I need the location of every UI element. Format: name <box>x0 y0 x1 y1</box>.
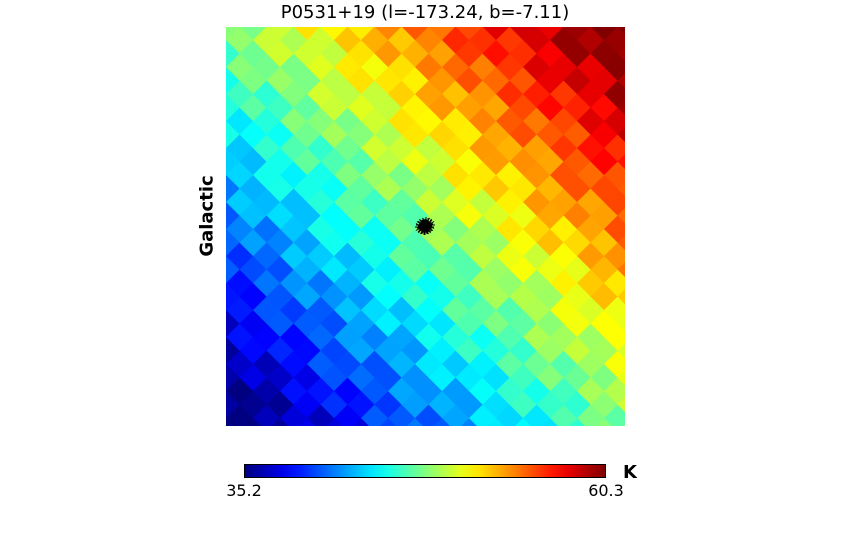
heatmap-pixel <box>434 418 450 426</box>
heatmap-pixel <box>226 418 234 426</box>
heatmap-pixel <box>569 418 585 426</box>
colorbar-min-label: 35.2 <box>226 481 262 500</box>
heatmap-pixel <box>617 208 625 224</box>
heatmap-pixel <box>407 418 423 426</box>
heatmap-pixel <box>387 404 416 426</box>
heatmap-pixel <box>603 404 625 426</box>
heatmap-pixel <box>488 418 504 426</box>
heatmap-pixel <box>522 404 551 426</box>
heatmap-pixel <box>279 404 308 426</box>
heatmap-pixel <box>617 73 625 89</box>
heatmap-pixel <box>414 404 443 426</box>
heatmap-pixel <box>617 289 625 305</box>
heatmap-pixel <box>326 418 342 426</box>
heatmap-pixel <box>617 343 625 359</box>
heatmap-pixel <box>226 337 240 365</box>
heatmap-pixel <box>441 404 470 426</box>
heatmap-pixel <box>380 418 396 426</box>
heatmap-pixel <box>596 418 612 426</box>
heatmap-pixel <box>306 404 335 426</box>
heatmap-pixel <box>226 391 240 419</box>
heatmap-pixel <box>226 404 254 426</box>
heatmap-pixel <box>226 40 240 68</box>
heatmap-pixel <box>226 310 240 338</box>
heatmap-pixel <box>226 202 240 230</box>
heatmap-image <box>226 27 625 426</box>
heatmap-pixel <box>226 283 240 311</box>
heatmap-pixel <box>226 229 240 257</box>
heatmap-pixel <box>226 94 240 122</box>
heatmap-pixel <box>245 418 261 426</box>
heatmap-pixel <box>252 404 281 426</box>
heatmap-pixel <box>226 148 240 176</box>
heatmap-pixel <box>576 404 605 426</box>
heatmap-pixel <box>272 418 288 426</box>
heatmap-pixel <box>617 127 625 143</box>
colorbar-max-label: 60.3 <box>588 481 624 500</box>
heatmap-pixel <box>617 235 625 251</box>
heatmap-pixel <box>353 418 369 426</box>
heatmap-pixel <box>495 404 524 426</box>
heatmap-pixel <box>226 121 240 149</box>
heatmap-pixel <box>623 424 625 426</box>
heatmap-pixel <box>549 404 578 426</box>
heatmap-pixel <box>360 404 389 426</box>
heatmap-pixel <box>617 262 625 278</box>
heatmap-pixel <box>515 418 531 426</box>
heatmap-pixel <box>617 397 625 413</box>
heatmap-pixel <box>299 418 315 426</box>
heatmap-pixel <box>461 418 477 426</box>
colorbar <box>244 464 606 478</box>
heatmap-pixel <box>617 100 625 116</box>
heatmap-pixel <box>617 46 625 62</box>
heatmap-pixel <box>468 404 497 426</box>
heatmap-pixel <box>617 181 625 197</box>
heatmap-pixel <box>617 370 625 386</box>
heatmap-pixel <box>226 175 240 203</box>
heatmap-pixel <box>617 154 625 170</box>
source-marker <box>415 217 435 235</box>
y-axis-label: Galactic <box>196 175 218 257</box>
heatmap-pixel <box>226 364 240 392</box>
heatmap-pixel <box>226 67 240 95</box>
heatmap-pixel <box>542 418 558 426</box>
heatmap-pixel <box>333 404 362 426</box>
colorbar-unit-label: K <box>623 462 637 483</box>
chart-title: P0531+19 (l=-173.24, b=-7.11) <box>280 2 570 23</box>
heatmap-pixel <box>617 316 625 332</box>
heatmap-pixel <box>226 256 240 284</box>
